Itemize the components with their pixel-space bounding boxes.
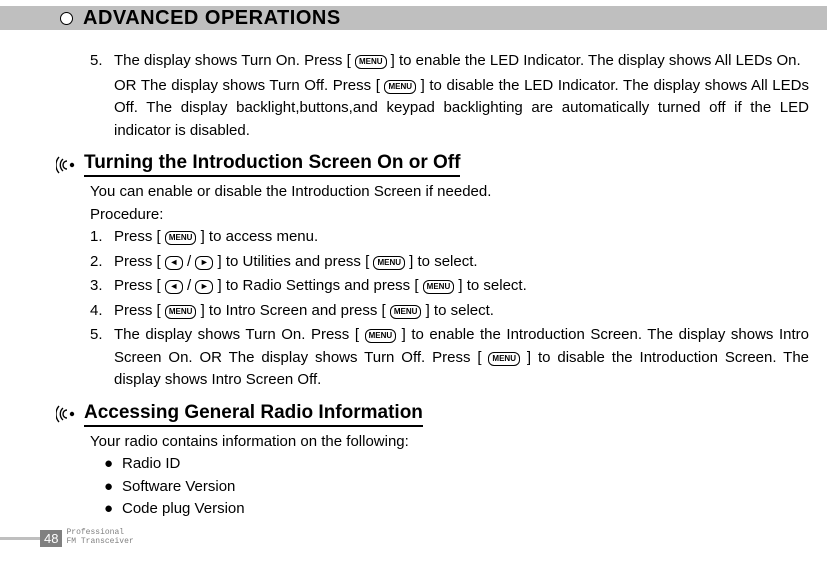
list-step: 1.Press [ MENU ] to access menu. (90, 226, 809, 249)
step-text: Press [ ◄ / ► ] to Radio Settings and pr… (114, 275, 809, 298)
menu-key-icon: MENU (423, 280, 455, 294)
list-step: 5.The display shows Turn On. Press [ MEN… (90, 324, 809, 392)
list-item: ●Code plug Version (104, 498, 809, 521)
list-step: 4.Press [ MENU ] to Intro Screen and pre… (90, 300, 809, 323)
signal-icon (54, 404, 84, 424)
section-header-general-info: Accessing General Radio Information (54, 402, 809, 427)
section1-intro: You can enable or disable the Introducti… (90, 181, 809, 204)
step-number: 5. (90, 324, 114, 392)
steps-list: 1.Press [ MENU ] to access menu.2.Press … (90, 226, 809, 392)
step-5-top: 5. The display shows Turn On. Press [ ME… (90, 50, 809, 73)
menu-key-icon: MENU (165, 231, 197, 245)
left-arrow-icon: ◄ (165, 280, 183, 294)
list-item: ●Software Version (104, 476, 809, 499)
right-arrow-icon: ► (195, 256, 213, 270)
step-number: 1. (90, 226, 114, 249)
menu-key-icon: MENU (165, 305, 197, 319)
right-arrow-icon: ► (195, 280, 213, 294)
step-text: Press [ MENU ] to access menu. (114, 226, 809, 249)
step-number: 4. (90, 300, 114, 323)
footer-line (0, 537, 40, 540)
step-number: 2. (90, 251, 114, 274)
bullet-list: ●Radio ID ●Software Version ●Code plug V… (90, 453, 809, 521)
menu-key-icon: MENU (355, 55, 387, 69)
list-step: 3.Press [ ◄ / ► ] to Radio Settings and … (90, 275, 809, 298)
header-dot-icon (60, 12, 73, 25)
section-header-intro-screen: Turning the Introduction Screen On or Of… (54, 152, 809, 177)
section-title: Accessing General Radio Information (84, 402, 423, 427)
procedure-label: Procedure: (90, 204, 809, 227)
step-number: 3. (90, 275, 114, 298)
step-text: Press [ MENU ] to Intro Screen and press… (114, 300, 809, 323)
menu-key-icon: MENU (488, 352, 520, 366)
footer: 48 Professional FM Transceiver (0, 529, 134, 547)
step-5-continue: OR The display shows Turn Off. Press [ M… (90, 75, 809, 143)
menu-key-icon: MENU (365, 329, 397, 343)
list-step: 2.Press [ ◄ / ► ] to Utilities and press… (90, 251, 809, 274)
list-item: ●Radio ID (104, 453, 809, 476)
step-text: The display shows Turn On. Press [ MENU … (114, 324, 809, 392)
section2-intro: Your radio contains information on the f… (90, 431, 809, 454)
step-text: Press [ ◄ / ► ] to Utilities and press [… (114, 251, 809, 274)
menu-key-icon: MENU (390, 305, 422, 319)
left-arrow-icon: ◄ (165, 256, 183, 270)
step-number: 5. (90, 50, 114, 73)
menu-key-icon: MENU (384, 80, 416, 94)
page-number: 48 (40, 530, 62, 547)
header-bar: ADVANCED OPERATIONS (0, 6, 827, 30)
content: 5. The display shows Turn On. Press [ ME… (0, 30, 827, 521)
step-text: The display shows Turn On. Press [ MENU … (114, 50, 809, 73)
menu-key-icon: MENU (373, 256, 405, 270)
section-title: Turning the Introduction Screen On or Of… (84, 152, 460, 177)
page-title: ADVANCED OPERATIONS (83, 7, 341, 30)
footer-text: Professional FM Transceiver (66, 529, 133, 547)
signal-icon (54, 155, 84, 175)
